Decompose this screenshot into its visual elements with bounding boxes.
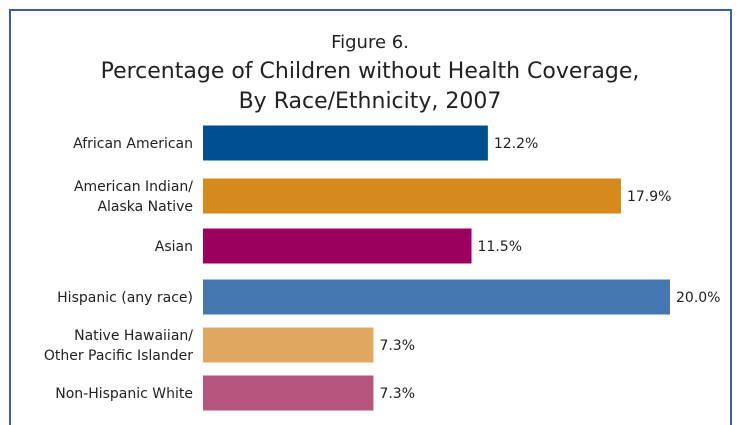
bars	[203, 125, 670, 411]
frame-border	[9, 9, 732, 425]
bar	[203, 125, 488, 161]
category-label: American Indian/	[74, 179, 193, 195]
chart-title-line: Percentage of Children without Health Co…	[101, 59, 640, 84]
bar	[203, 228, 472, 264]
category-label: Asian	[155, 239, 193, 255]
category-label: Non-Hispanic White	[55, 386, 193, 402]
bar	[203, 375, 374, 411]
category-label: Alaska Native	[97, 199, 193, 215]
bar	[203, 327, 374, 363]
chart-title-line: Figure 6.	[331, 32, 409, 53]
chart-title: Figure 6. Percentage of Children without …	[101, 32, 640, 114]
category-label: Native Hawaiian/	[74, 328, 193, 344]
value-label: 7.3%	[379, 386, 415, 402]
category-label: Other Pacific Islander	[44, 348, 193, 364]
value-label: 12.2%	[494, 136, 538, 152]
value-label: 17.9%	[627, 189, 671, 205]
bar	[203, 178, 621, 214]
category-label: African American	[73, 136, 193, 152]
category-labels: African American American Indian/Alaska N…	[44, 136, 193, 402]
value-label: 20.0%	[676, 290, 720, 306]
chart-title-line: By Race/Ethnicity, 2007	[239, 89, 502, 114]
value-label: 11.5%	[478, 239, 522, 255]
value-labels: 12.2% 17.9% 11.5% 20.0% 7.3% 7.3%	[379, 136, 720, 402]
category-label: Hispanic (any race)	[57, 290, 193, 306]
bar	[203, 279, 670, 315]
value-label: 7.3%	[379, 338, 415, 354]
